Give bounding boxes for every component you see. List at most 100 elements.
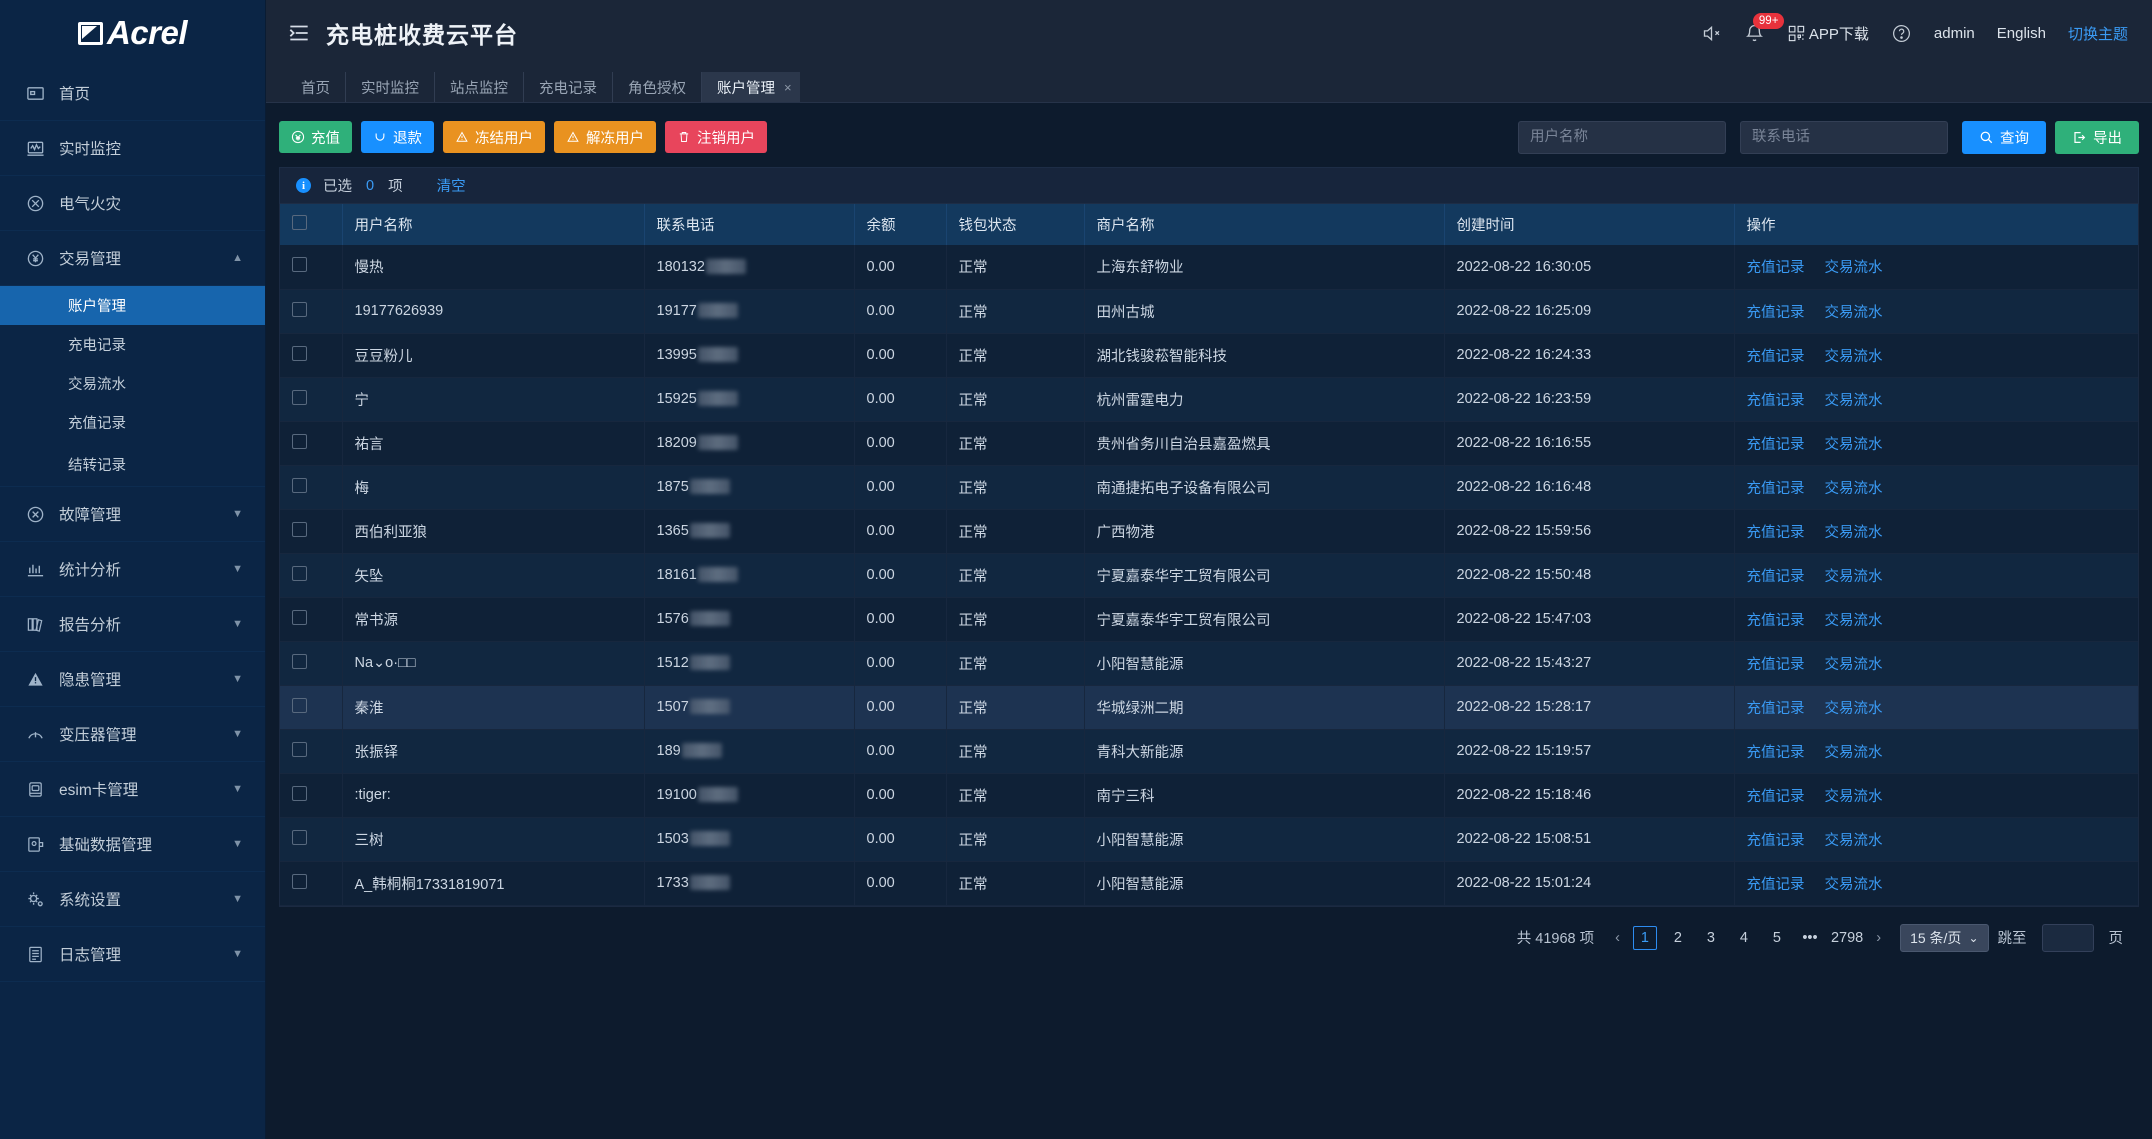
recharge-record-link[interactable]: 充值记录 <box>1746 876 1805 893</box>
sidebar-item-fault-management[interactable]: 故障管理 ▼ <box>0 487 265 542</box>
app-download-button[interactable]: APP下载 <box>1787 23 1869 44</box>
table-row[interactable]: 宁 15925 0.00 正常 杭州雷霆电力 2022-08-22 16:23:59 充值记… <box>280 377 2138 422</box>
clear-selection-link[interactable]: 清空 <box>436 179 466 195</box>
transaction-flow-link[interactable]: 交易流水 <box>1824 788 1883 805</box>
recharge-record-link[interactable]: 充值记录 <box>1746 304 1805 321</box>
recharge-record-link[interactable]: 充值记录 <box>1746 392 1805 409</box>
sidebar-subitem-transaction-flow[interactable]: 交易流水 <box>0 364 265 403</box>
row-checkbox[interactable] <box>292 301 307 317</box>
user-menu[interactable]: admin <box>1933 24 1975 42</box>
language-switch[interactable]: English <box>1996 24 2046 42</box>
recharge-record-link[interactable]: 充值记录 <box>1746 656 1805 673</box>
select-all-checkbox[interactable] <box>292 215 307 230</box>
transaction-flow-link[interactable]: 交易流水 <box>1824 656 1883 673</box>
recharge-record-link[interactable]: 充值记录 <box>1746 700 1805 717</box>
sidebar-item-home[interactable]: 首页 <box>0 66 265 121</box>
theme-switch[interactable]: 切换主题 <box>2067 25 2128 43</box>
hamburger-icon[interactable] <box>286 20 312 46</box>
sidebar-subitem-charging-records[interactable]: 充电记录 <box>0 325 265 364</box>
transaction-flow-link[interactable]: 交易流水 <box>1824 524 1883 541</box>
transaction-flow-link[interactable]: 交易流水 <box>1824 832 1883 849</box>
row-checkbox[interactable] <box>292 565 307 581</box>
page-number-2[interactable]: 2 <box>1673 929 1682 946</box>
row-checkbox[interactable] <box>292 873 307 889</box>
page-size-select[interactable]: 15 条/页 ⌄ <box>1900 923 1989 952</box>
query-button[interactable]: 查询 <box>1962 120 2046 154</box>
table-row[interactable]: 张振铎 189 0.00 正常 青科大新能源 2022-08-22 15:19:57 充值记… <box>280 729 2138 774</box>
sidebar-item-system-settings[interactable]: 系统设置 ▼ <box>0 872 265 927</box>
sidebar-item-transformer-management[interactable]: 变压器管理 ▼ <box>0 707 265 762</box>
sidebar-item-transaction-management[interactable]: 交易管理 ▲ <box>0 231 265 286</box>
export-button[interactable]: 导出 <box>2055 120 2139 154</box>
row-checkbox[interactable] <box>292 697 307 713</box>
transaction-flow-link[interactable]: 交易流水 <box>1824 348 1883 365</box>
transaction-flow-link[interactable]: 交易流水 <box>1824 744 1883 761</box>
tab-charging-records[interactable]: 充电记录 <box>524 72 613 102</box>
transaction-flow-link[interactable]: 交易流水 <box>1824 876 1883 893</box>
transaction-flow-link[interactable]: 交易流水 <box>1824 436 1883 453</box>
sidebar-subitem-account-management[interactable]: 账户管理 <box>0 286 265 325</box>
row-checkbox[interactable] <box>292 521 307 537</box>
table-row[interactable]: 三树 1503 0.00 正常 小阳智慧能源 2022-08-22 15:08:51 充值记… <box>280 817 2138 862</box>
recharge-record-link[interactable]: 充值记录 <box>1746 260 1805 277</box>
row-checkbox[interactable] <box>292 609 307 625</box>
page-number-1[interactable]: 1 <box>1632 925 1657 950</box>
row-checkbox[interactable] <box>292 433 307 449</box>
table-row[interactable]: 19177626939 19177 0.00 正常 田州古城 2022-08-22 16:… <box>280 289 2138 334</box>
sidebar-item-hazard-management[interactable]: 隐患管理 ▼ <box>0 652 265 707</box>
transaction-flow-link[interactable]: 交易流水 <box>1824 612 1883 629</box>
recharge-record-link[interactable]: 充值记录 <box>1746 480 1805 497</box>
sidebar-item-log-management[interactable]: 日志管理 ▼ <box>0 927 265 982</box>
row-checkbox[interactable] <box>292 345 307 361</box>
page-number-5[interactable]: 5 <box>1772 929 1781 946</box>
tab-role-authorization[interactable]: 角色授权 <box>613 72 702 102</box>
sidebar-item-basic-data-management[interactable]: 基础数据管理 ▼ <box>0 817 265 872</box>
transaction-flow-link[interactable]: 交易流水 <box>1824 304 1883 321</box>
recharge-record-link[interactable]: 充值记录 <box>1746 832 1805 849</box>
jump-page-input[interactable] <box>2041 923 2094 952</box>
recharge-record-link[interactable]: 充值记录 <box>1746 612 1805 629</box>
recharge-record-link[interactable]: 充值记录 <box>1746 744 1805 761</box>
table-row[interactable]: 西伯利亚狼 1365 0.00 正常 广西物港 2022-08-22 15:59:56 充值… <box>280 509 2138 554</box>
row-checkbox[interactable] <box>292 785 307 801</box>
page-number-3[interactable]: 3 <box>1706 929 1715 946</box>
table-row[interactable]: 矢坠 18161 0.00 正常 宁夏嘉泰华宇工贸有限公司 2022-08-22 15:5… <box>280 553 2138 598</box>
row-checkbox[interactable] <box>292 477 307 493</box>
transaction-flow-link[interactable]: 交易流水 <box>1824 260 1883 277</box>
prev-page-button[interactable]: ‹ <box>1615 929 1620 946</box>
column-header-balance[interactable]: 余额 <box>854 204 947 245</box>
page-ellipsis[interactable]: ••• <box>1802 929 1818 946</box>
recharge-record-link[interactable]: 充值记录 <box>1746 436 1805 453</box>
page-number-last[interactable]: 2798 <box>1830 929 1864 946</box>
table-row[interactable]: :tiger: 19100 0.00 正常 南宁三科 2022-08-22 15:18:4… <box>280 773 2138 818</box>
transaction-flow-link[interactable]: 交易流水 <box>1824 700 1883 717</box>
table-row[interactable]: 常书源 1576 0.00 正常 宁夏嘉泰华宇工贸有限公司 2022-08-22 15:4… <box>280 597 2138 642</box>
sidebar-item-report-analysis[interactable]: 报告分析 ▼ <box>0 597 265 652</box>
recharge-record-link[interactable]: 充值记录 <box>1746 788 1805 805</box>
search-input-phone[interactable] <box>1740 120 1948 154</box>
bell-icon[interactable]: 99+ <box>1744 12 1785 44</box>
column-header-username[interactable]: 用户名称 <box>342 204 645 245</box>
sidebar-item-realtime-monitor[interactable]: 实时监控 <box>0 121 265 176</box>
column-header-phone[interactable]: 联系电话 <box>644 204 855 245</box>
tab-site-monitor[interactable]: 站点监控 <box>435 72 524 102</box>
close-icon[interactable]: × <box>784 79 792 95</box>
recharge-record-link[interactable]: 充值记录 <box>1746 568 1805 585</box>
column-header-created-time[interactable]: 创建时间 <box>1444 204 1735 245</box>
table-row[interactable]: 祐言 18209 0.00 正常 贵州省务川自治县嘉盈燃具 2022-08-22 16:1… <box>280 421 2138 466</box>
tab-home[interactable]: 首页 <box>286 72 346 102</box>
row-checkbox[interactable] <box>292 653 307 669</box>
transaction-flow-link[interactable]: 交易流水 <box>1824 480 1883 497</box>
tab-account-management[interactable]: 账户管理 × <box>702 72 800 102</box>
sidebar-subitem-carryover-records[interactable]: 结转记录 <box>0 442 265 487</box>
column-header-wallet-status[interactable]: 钱包状态 <box>946 204 1085 245</box>
search-input-username[interactable] <box>1518 120 1726 154</box>
unfreeze-user-button[interactable]: 解冻用户 <box>554 121 656 153</box>
row-checkbox[interactable] <box>292 741 307 757</box>
sidebar-item-esim-card-management[interactable]: esim卡管理 ▼ <box>0 762 265 817</box>
table-row[interactable]: A_韩桐桐17331819071 1733 0.00 正常 小阳智慧能源 2022-08-… <box>280 861 2138 906</box>
table-row[interactable]: 秦淮 1507 0.00 正常 华城绿洲二期 2022-08-22 15:28:17 充值记… <box>280 685 2138 730</box>
sidebar-item-statistical-analysis[interactable]: 统计分析 ▼ <box>0 542 265 597</box>
recharge-record-link[interactable]: 充值记录 <box>1746 348 1805 365</box>
row-checkbox[interactable] <box>292 829 307 845</box>
